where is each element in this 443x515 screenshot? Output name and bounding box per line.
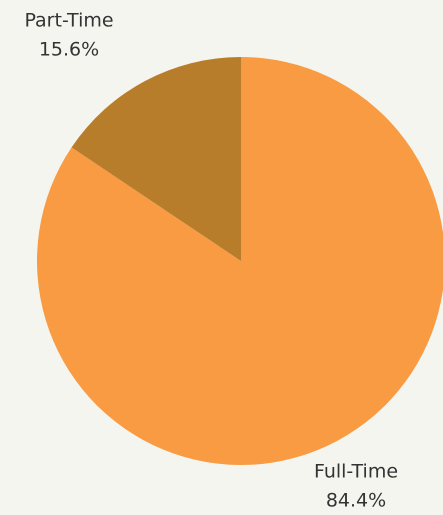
- slice-value-label: 84.4%: [326, 490, 386, 512]
- slice-label: Full-Time: [314, 461, 398, 483]
- pie-slice: [37, 57, 443, 465]
- pie-slice: [71, 57, 241, 261]
- slice-label: Part-Time: [24, 10, 113, 32]
- slice-value-label: 15.6%: [39, 39, 99, 61]
